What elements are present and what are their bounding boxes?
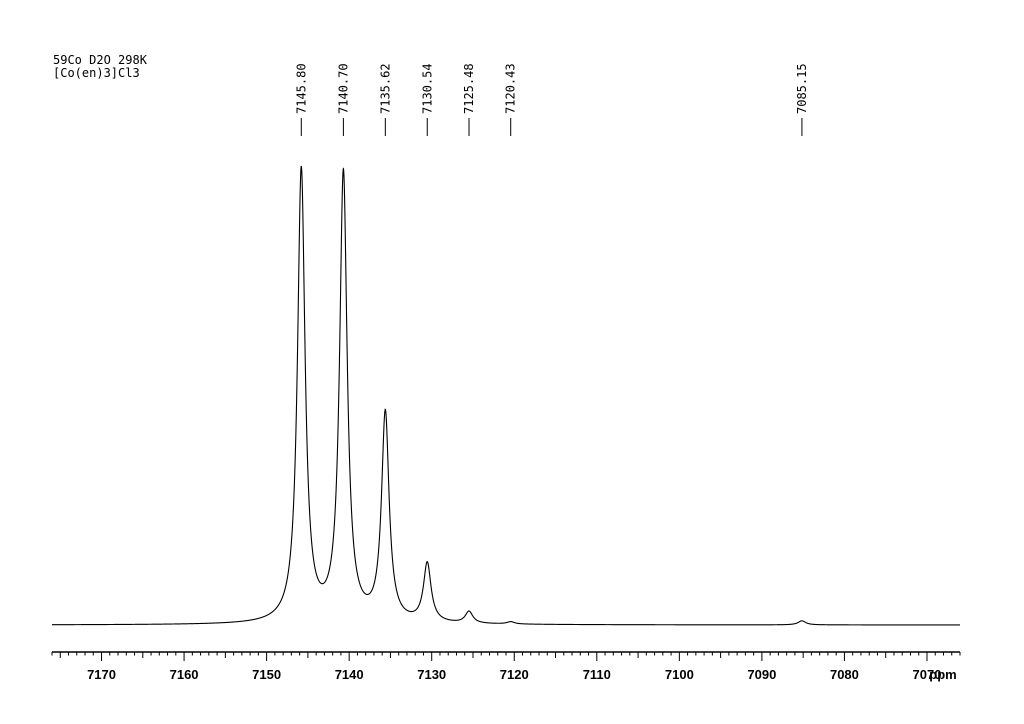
sample-info-line-1: 59Co D2O 298K xyxy=(53,53,147,67)
x-tick-label: 7090 xyxy=(747,667,776,682)
peak-label-text: 7120.43 xyxy=(504,63,518,114)
x-tick-label: 7080 xyxy=(830,667,859,682)
peak-label: 7125.48 xyxy=(462,63,476,136)
x-tick-label: 7120 xyxy=(500,667,529,682)
x-tick-label: 7100 xyxy=(665,667,694,682)
peak-label-layer: 7145.80 7140.70 7135.62 7130.54 7125.48 7120.… xyxy=(294,63,809,136)
peak-label: 7140.70 xyxy=(336,63,350,136)
spectrum-trace xyxy=(52,165,960,626)
peak-label-text: 7130.54 xyxy=(420,63,434,114)
peak-label: 7135.62 xyxy=(378,63,392,136)
peak-label: 7130.54 xyxy=(420,63,434,136)
x-axis-unit: ppm xyxy=(929,667,956,682)
x-axis: 7170 7160 7150 7140 7130 7120 7110 7100 7090 7080… xyxy=(51,651,961,682)
x-tick-label: 7170 xyxy=(87,667,116,682)
x-tick-label: 7140 xyxy=(335,667,364,682)
peak-label: 7145.80 xyxy=(294,63,308,136)
x-tick-label: 7160 xyxy=(170,667,199,682)
peak-label-text: 7140.70 xyxy=(336,63,350,114)
peak-label-text: 7145.80 xyxy=(294,63,308,114)
sample-info: 59Co D2O 298K [Co(en)3]Cl3 xyxy=(53,54,147,80)
sample-info-line-2: [Co(en)3]Cl3 xyxy=(53,66,140,80)
x-tick-label: 7110 xyxy=(583,667,611,682)
x-tick-label: 7070 xyxy=(913,667,942,682)
peak-label-text: 7135.62 xyxy=(378,63,392,114)
peak-label: 7085.15 xyxy=(795,63,809,136)
x-tick-label: 7150 xyxy=(252,667,281,682)
peak-label-text: 7085.15 xyxy=(795,63,809,114)
peak-label-text: 7125.48 xyxy=(462,63,476,114)
x-tick-label: 7130 xyxy=(417,667,446,682)
peak-label: 7120.43 xyxy=(504,63,518,136)
